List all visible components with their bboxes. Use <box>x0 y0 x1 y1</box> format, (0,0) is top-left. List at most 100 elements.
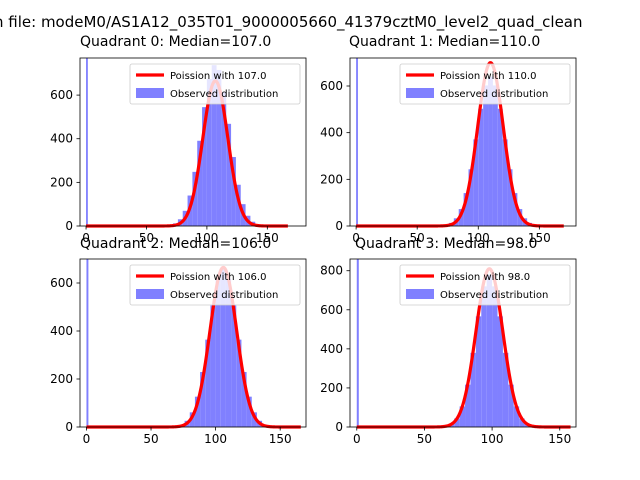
hist-bar-zero <box>356 259 359 427</box>
hist-bar-zero <box>86 58 88 226</box>
legend-label-poisson: Poission with 107.0 <box>170 71 266 82</box>
hist-bar <box>507 169 513 226</box>
x-tick-label: 50 <box>139 231 154 245</box>
hist-bar <box>468 169 474 226</box>
hist-bar <box>202 107 207 226</box>
legend-hist-swatch <box>136 88 164 98</box>
panel-0: 0 50 100 150 0 200 400 600 Poission with 107.0 Ob… <box>50 57 307 245</box>
panel-1: 0 50 100 150 0 200 400 600 Poission with 110.0 Ob… <box>320 57 577 245</box>
hist-bar <box>220 268 226 427</box>
hist-bar <box>463 193 469 226</box>
x-tick-label: 100 <box>467 231 490 245</box>
hist-bar <box>200 372 206 427</box>
y-tick-label: 400 <box>50 132 73 146</box>
x-tick-label: 0 <box>83 432 91 446</box>
hist-bar <box>483 85 489 226</box>
y-tick-label: 400 <box>320 342 343 356</box>
y-tick-label: 0 <box>65 219 73 233</box>
hist-bar <box>235 184 241 226</box>
hist-bar <box>492 286 498 427</box>
hist-bar <box>465 384 471 427</box>
y-tick-label: 200 <box>320 381 343 395</box>
y-tick-label: 600 <box>50 276 73 290</box>
hist-bar <box>206 79 212 226</box>
hist-bar <box>192 171 198 226</box>
hist-bar-zero <box>356 58 358 226</box>
legend-box <box>399 63 571 105</box>
legend-label-poisson: Poission with 98.0 <box>440 272 530 283</box>
legend-label-observed: Observed distribution <box>170 89 278 100</box>
panel-2-title: Quadrant 2: Median=106.0 <box>80 236 272 252</box>
hist-bar <box>512 193 518 226</box>
figure-title: h file: modeM0/AS1A12_035T01_9000005660_… <box>0 13 583 31</box>
x-tick-label: 150 <box>269 432 292 446</box>
hist-bar <box>478 108 484 226</box>
x-tick-label: 0 <box>352 231 360 245</box>
y-tick-label: 400 <box>50 324 73 338</box>
x-tick-label: 50 <box>410 231 425 245</box>
panel-0-title: Quadrant 0: Median=107.0 <box>80 34 272 50</box>
legend-box <box>129 63 301 105</box>
legend-label-poisson: Poission with 106.0 <box>170 272 266 283</box>
x-tick-label: 150 <box>256 231 279 245</box>
y-tick-label: 0 <box>335 219 343 233</box>
hist-bar <box>519 418 525 427</box>
panel-2: 0 50 100 150 0 200 400 600 Poission with 106.0 Ob… <box>50 258 307 446</box>
hist-bar <box>226 123 232 226</box>
x-tick-label: 0 <box>353 432 361 446</box>
panel-3: 0 50 100 150 0 200 400 600 800 Poission with 98.0… <box>320 258 577 446</box>
y-tick-label: 200 <box>50 175 73 189</box>
hist-bar <box>470 352 476 427</box>
x-tick-label: 100 <box>204 432 227 446</box>
hist-bar <box>194 396 201 427</box>
hist-bar <box>225 278 232 427</box>
hist-bar <box>189 412 195 427</box>
axes-frame <box>349 57 577 227</box>
y-tick-label: 800 <box>320 264 343 278</box>
hist-bar <box>205 339 211 427</box>
axes-frame <box>79 57 307 227</box>
hist-bar <box>508 384 514 427</box>
legend-label-observed: Observed distribution <box>170 290 278 301</box>
x-tick-label: 50 <box>417 432 432 446</box>
hist-bar <box>513 406 520 427</box>
panel-1-title: Quadrant 1: Median=110.0 <box>349 34 541 50</box>
x-tick-label: 150 <box>528 231 551 245</box>
x-tick-label: 0 <box>82 231 90 245</box>
x-tick-label: 50 <box>143 432 158 446</box>
hist-bar <box>486 274 493 427</box>
x-tick-label: 100 <box>481 432 504 446</box>
hist-bar <box>197 140 203 226</box>
y-tick-label: 200 <box>50 372 73 386</box>
hist-bar <box>492 85 498 226</box>
legend-hist-swatch <box>406 88 434 98</box>
hist-bar <box>246 396 252 427</box>
legend-box <box>399 264 571 306</box>
axes-frame <box>79 258 307 428</box>
hist-bar <box>497 316 503 427</box>
y-tick-label: 400 <box>320 126 343 140</box>
y-tick-label: 0 <box>65 420 73 434</box>
legend-box <box>129 264 301 306</box>
panel-3-title: Quadrant 3: Median=98.0 <box>355 236 538 252</box>
hist-bar <box>502 352 509 427</box>
legend-hist-swatch <box>136 289 164 299</box>
hist-bar <box>502 139 508 226</box>
x-tick-label: 150 <box>548 432 571 446</box>
y-tick-label: 600 <box>320 79 343 93</box>
y-tick-label: 600 <box>50 88 73 102</box>
y-tick-label: 200 <box>320 172 343 186</box>
hist-bar <box>241 372 247 427</box>
axes-frame <box>349 258 577 428</box>
hist-bar <box>231 157 236 226</box>
legend-label-observed: Observed distribution <box>440 89 548 100</box>
hist-bar <box>497 108 503 226</box>
legend-label-observed: Observed distribution <box>440 290 548 301</box>
hist-bar <box>215 278 221 427</box>
hist-bar <box>221 91 227 226</box>
hist-bar <box>454 418 460 427</box>
hist-bar <box>210 305 216 427</box>
x-tick-label: 100 <box>195 231 218 245</box>
hist-bar <box>459 406 466 427</box>
